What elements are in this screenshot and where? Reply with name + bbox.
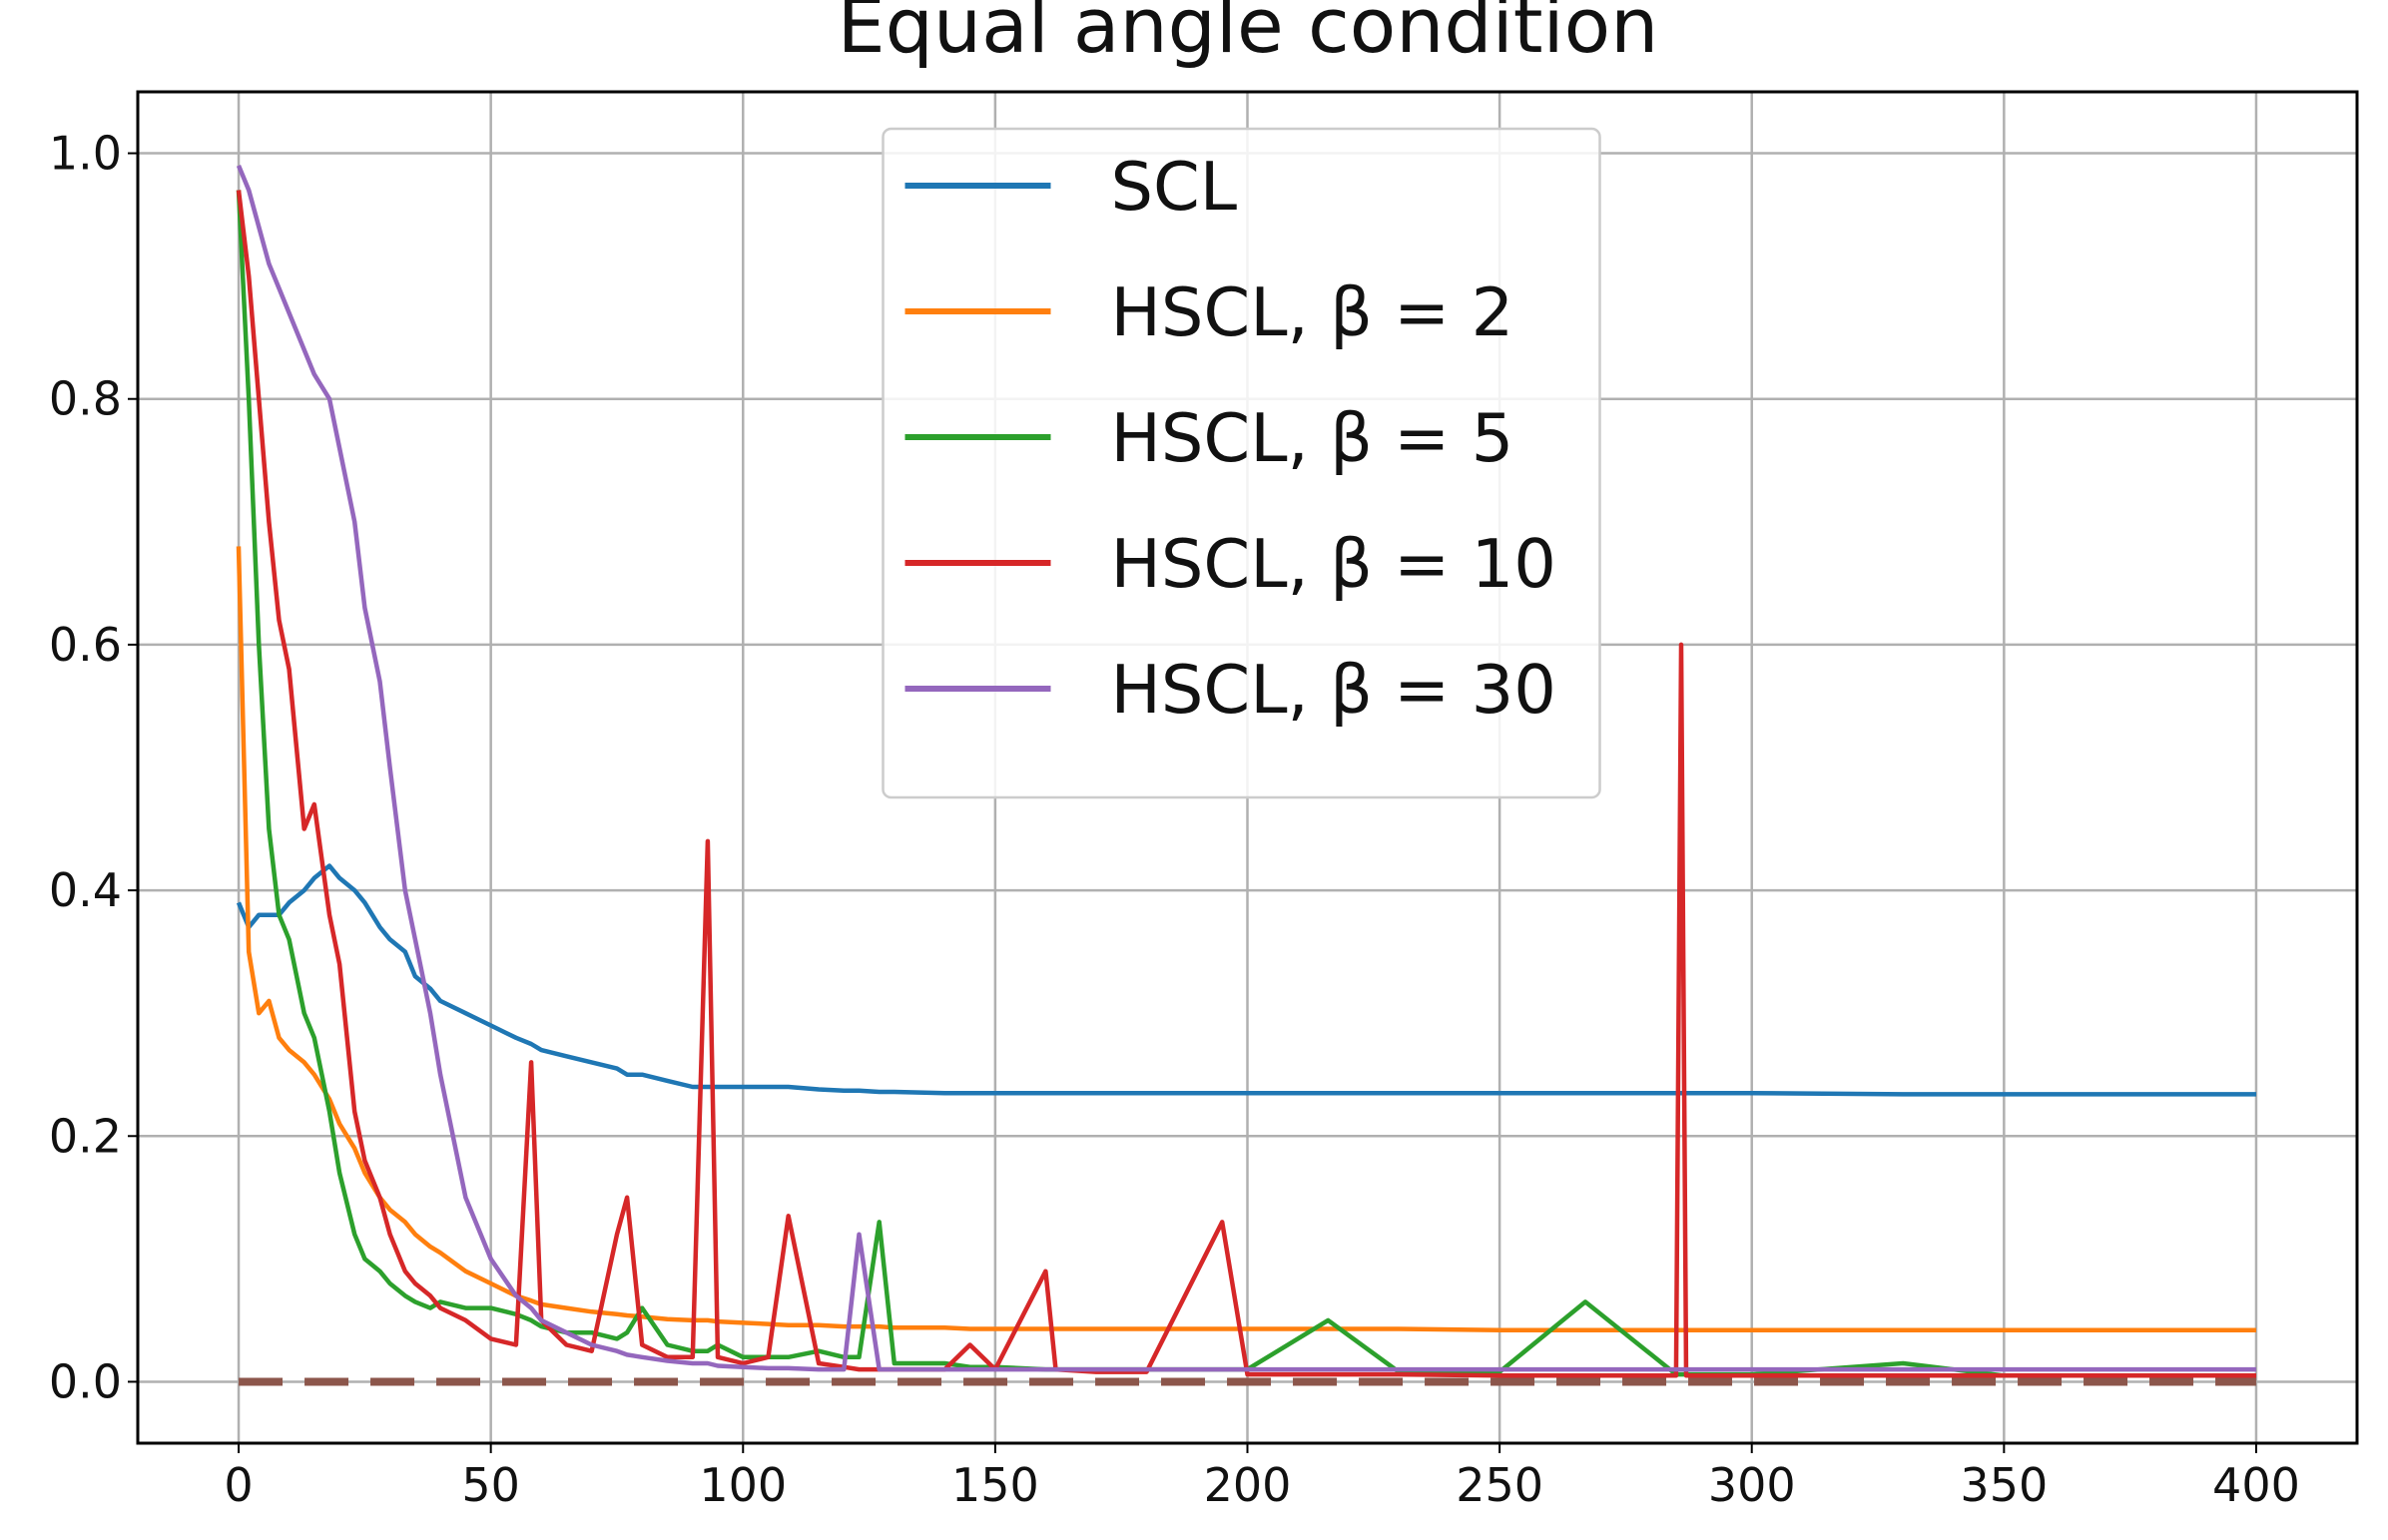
series-line: [236, 190, 2256, 1378]
x-tick-label: 0: [224, 1458, 253, 1512]
legend-box: [882, 127, 1601, 799]
x-tick-label: 300: [1708, 1458, 1796, 1512]
x-tick-label: 400: [2212, 1458, 2300, 1512]
y-tick-label: 1.0: [49, 127, 122, 181]
x-tick-label: 150: [951, 1458, 1039, 1512]
legend-label: HSCL, β = 2: [1111, 273, 1514, 351]
x-tick-label: 100: [699, 1458, 787, 1512]
x-tick-label: 250: [1456, 1458, 1543, 1512]
y-tick-label: 0.6: [49, 618, 122, 672]
series-line: [236, 165, 2256, 1372]
y-tick-label: 0.0: [49, 1354, 122, 1408]
y-tick-label: 0.8: [49, 372, 122, 426]
legend-label: HSCL, β = 10: [1111, 525, 1556, 603]
legend-label: SCL: [1111, 148, 1238, 226]
plot-frame: [136, 90, 2359, 1445]
y-tick-label: 0.4: [49, 863, 122, 917]
x-tick-label: 200: [1204, 1458, 1292, 1512]
y-tick-label: 0.2: [49, 1109, 122, 1163]
legend-label: HSCL, β = 30: [1111, 651, 1556, 729]
x-tick-label: 350: [1960, 1458, 2048, 1512]
chart-title: Equal angle condition: [838, 0, 1659, 70]
series-line: [236, 190, 2256, 1378]
legend-label: HSCL, β = 5: [1111, 399, 1514, 477]
x-tick-label: 50: [461, 1458, 520, 1512]
